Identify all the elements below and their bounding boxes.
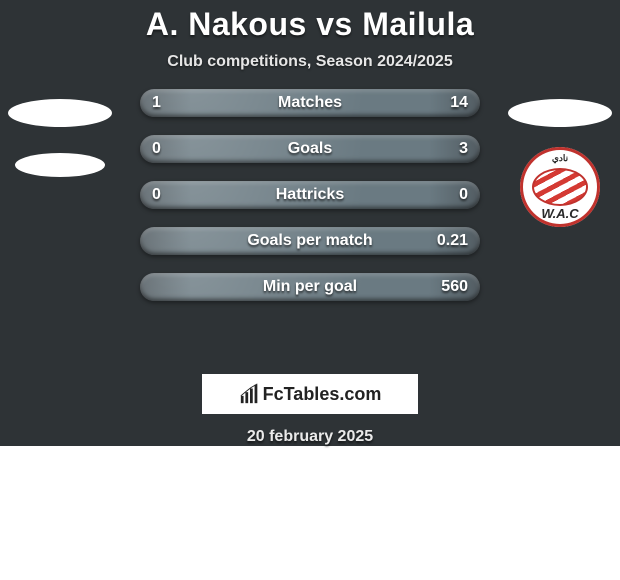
- right-player-photo-placeholder: [508, 99, 612, 127]
- comparison-arena: نادي W.A.C 1 Matches 14 0 Goals 3 0 Hattricks 0 G…: [0, 89, 620, 360]
- left-club-badge-placeholder: [15, 153, 105, 177]
- stat-left-value: 1: [152, 94, 161, 112]
- stat-label: Hattricks: [276, 186, 344, 204]
- stat-right-value: 0.21: [437, 232, 468, 250]
- club-badge-stripes: [532, 168, 588, 206]
- comparison-card: A. Nakous vs Mailula Club competitions, …: [0, 0, 620, 446]
- stat-bar-goals-per-match: Goals per match 0.21: [140, 227, 480, 255]
- stat-bars: 1 Matches 14 0 Goals 3 0 Hattricks 0 Goals per ma…: [140, 89, 480, 301]
- stat-right-value: 0: [459, 186, 468, 204]
- right-player-column: نادي W.A.C: [500, 89, 620, 227]
- branding-box[interactable]: FcTables.com: [202, 374, 418, 414]
- stat-bar-min-per-goal: Min per goal 560: [140, 273, 480, 301]
- stat-right-value: 560: [441, 278, 468, 296]
- stat-left-value: 0: [152, 186, 161, 204]
- footer-date: 20 february 2025: [247, 428, 373, 446]
- stat-bar-matches: 1 Matches 14: [140, 89, 480, 117]
- stat-label: Goals per match: [247, 232, 372, 250]
- stat-label: Goals: [288, 140, 332, 158]
- barchart-icon: [239, 383, 261, 405]
- stat-label: Min per goal: [263, 278, 357, 296]
- stat-label: Matches: [278, 94, 342, 112]
- stat-right-value: 3: [459, 140, 468, 158]
- club-badge-top-text: نادي: [552, 153, 568, 164]
- left-player-column: [0, 89, 120, 177]
- stat-left-value: 0: [152, 140, 161, 158]
- right-club-badge: نادي W.A.C: [520, 147, 600, 227]
- branding-label: FcTables.com: [263, 384, 382, 405]
- subtitle: Club competitions, Season 2024/2025: [167, 53, 452, 71]
- stat-bar-goals: 0 Goals 3: [140, 135, 480, 163]
- left-player-photo-placeholder: [8, 99, 112, 127]
- stat-bar-hattricks: 0 Hattricks 0: [140, 181, 480, 209]
- club-badge-bottom-text: W.A.C: [541, 206, 578, 221]
- page-title: A. Nakous vs Mailula: [146, 6, 474, 43]
- stat-right-value: 14: [450, 94, 468, 112]
